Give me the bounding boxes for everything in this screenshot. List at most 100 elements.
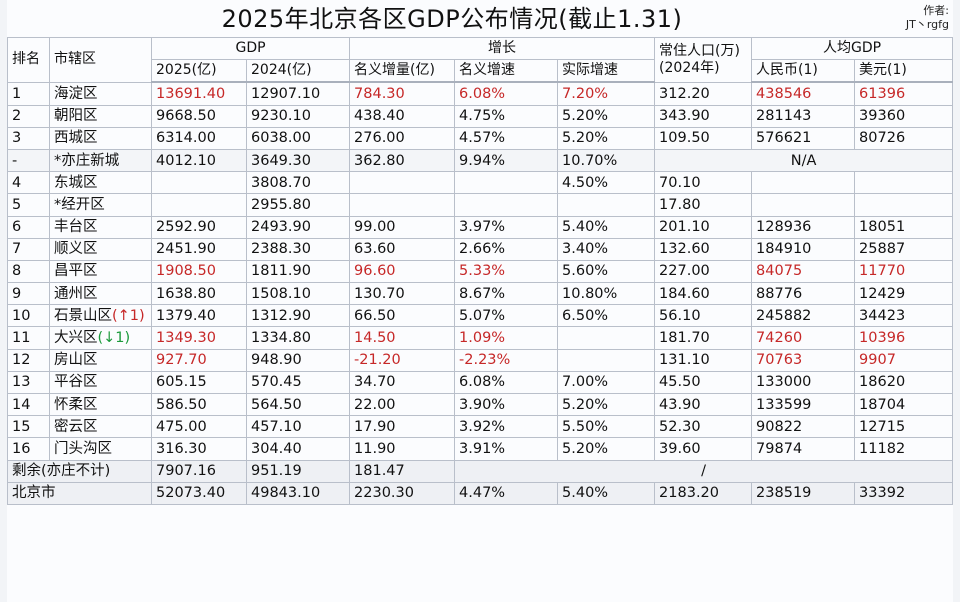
cell-rmb: 133000 [751,370,856,395]
cell-real-rate: 6.50% [557,304,656,328]
district-name: 大兴区 [54,330,98,347]
table-row: 9 通州区 1638.80 1508.10 130.70 8.67% 10.80… [7,282,954,306]
cell-nominal-rate: 1.09% [454,326,559,350]
cell-population: 181.70 [654,326,753,350]
cell-nominal-rate: 5.33% [454,259,559,284]
cell-nominal-rate: 6.08% [454,370,559,395]
cell-rmb [751,193,856,217]
cell-population: 39.60 [654,437,753,461]
cell-population: 227.00 [654,259,753,284]
cell-usd: 11770 [854,259,954,284]
cell-population: 2183.20 [654,481,753,505]
cell-nominal-increase: 784.30 [349,81,456,106]
cell-district: 海淀区 [49,81,152,106]
gdp-table: 排名 市辖区 GDP 增长 常住人口(万) (2024年) 人均GDP 2025… [7,36,954,505]
cell-real-rate: 5.20% [557,437,656,461]
cell-nominal-increase: 96.60 [349,259,456,284]
cell-gdp-2024: 948.90 [245,348,351,372]
cell-rank: 7 [7,237,50,261]
cell-rmb: 238519 [751,481,856,505]
cell-usd: 33392 [854,481,954,505]
cell-na: N/A [654,148,954,173]
cell-usd [854,193,954,217]
cell-usd: 25887 [854,237,954,261]
cell-nominal-rate: 8.67% [454,282,559,306]
cell-rank: 14 [7,392,50,417]
table-row: 8 昌平区 1908.50 1811.90 96.60 5.33% 5.60% … [7,259,954,284]
cell-district: 石景山区(↑1) [49,304,152,328]
cell-real-rate: 10.80% [557,282,656,306]
cell-usd: 12429 [854,282,954,306]
cell-district: 丰台区 [49,215,152,239]
cell-nominal-rate: 3.90% [454,392,559,417]
cell-district: 顺义区 [49,237,152,261]
cell-usd [854,171,954,195]
table-header: 排名 市辖区 GDP 增长 常住人口(万) (2024年) 人均GDP 2025… [7,36,954,84]
author-label: 作者: [923,4,949,17]
cell-usd: 80726 [854,126,954,150]
cell-rmb [751,171,856,195]
cell-population: 343.90 [654,104,753,128]
cell-rmb: 245882 [751,304,856,328]
cell-gdp-2025: 1349.30 [151,326,247,350]
cell-gdp-2025 [151,193,247,217]
header-population: 常住人口(万) (2024年) [654,37,753,83]
cell-gdp-2024: 570.45 [245,370,351,395]
cell-district: 西城区 [49,126,152,150]
cell-nominal-rate: 6.08% [454,81,559,106]
cell-nominal-increase: 99.00 [349,215,456,239]
cell-real-rate: 5.20% [557,126,656,150]
cell-nominal-increase: 14.50 [349,326,456,350]
cell-nominal-increase [349,171,456,195]
cell-district: 东城区 [49,171,152,195]
cell-district: 通州区 [49,282,152,306]
cell-district: *经开区 [49,193,152,217]
cell-rank: 6 [7,215,50,239]
table-row: 15 密云区 475.00 457.10 17.90 3.92% 5.50% 5… [7,415,954,439]
cell-gdp-2024: 3649.30 [245,148,351,173]
cell-nominal-increase: 63.60 [349,237,456,261]
cell-nominal-rate [454,171,559,195]
author-note: 作者: JT丶rgfg [906,4,949,32]
cell-rmb: 128936 [751,215,856,239]
cell-gdp-2025: 7907.16 [151,459,247,483]
cell-gdp-2025: 1908.50 [151,259,247,284]
cell-rank: 16 [7,437,50,461]
cell-usd: 9907 [854,348,954,372]
header-gdp-2025: 2025(亿) [151,59,247,84]
cell-nominal-rate: 3.92% [454,415,559,439]
table-row: 7 顺义区 2451.90 2388.30 63.60 2.66% 3.40% … [7,237,954,261]
cell-district: 昌平区 [49,259,152,284]
table-row: 6 丰台区 2592.90 2493.90 99.00 3.97% 5.40% … [7,215,954,239]
cell-usd: 11182 [854,437,954,461]
cell-rmb: 88776 [751,282,856,306]
cell-gdp-2024: 2955.80 [245,193,351,217]
cell-rank: 11 [7,326,50,350]
header-population-line2: (2024年) [659,59,720,76]
cell-nominal-rate: -2.23% [454,348,559,372]
cell-population: 45.50 [654,370,753,395]
cell-population: 184.60 [654,282,753,306]
cell-usd: 34423 [854,304,954,328]
cell-gdp-2024: 6038.00 [245,126,351,150]
cell-gdp-2024: 2493.90 [245,215,351,239]
cell-gdp-2025 [151,171,247,195]
cell-gdp-2025: 6314.00 [151,126,247,150]
table-row: 14 怀柔区 586.50 564.50 22.00 3.90% 5.20% 4… [7,392,954,417]
cell-population: 132.60 [654,237,753,261]
header-real-rate: 实际增速 [557,59,656,84]
cell-usd: 18051 [854,215,954,239]
cell-population: 43.90 [654,392,753,417]
header-gdp-2024: 2024(亿) [245,59,351,84]
cell-gdp-2025: 2451.90 [151,237,247,261]
table-row: 10 石景山区(↑1) 1379.40 1312.90 66.50 5.07% … [7,304,954,328]
author-name: JT丶rgfg [905,18,949,31]
cell-rank: 3 [7,126,50,150]
cell-district: *亦庄新城 [49,148,152,173]
table-row: 11 大兴区(↓1) 1349.30 1334.80 14.50 1.09% 1… [7,326,954,350]
cell-real-rate: 5.20% [557,392,656,417]
cell-nominal-rate: 4.75% [454,104,559,128]
cell-nominal-rate [454,193,559,217]
cell-gdp-2024: 457.10 [245,415,351,439]
cell-gdp-2024: 564.50 [245,392,351,417]
